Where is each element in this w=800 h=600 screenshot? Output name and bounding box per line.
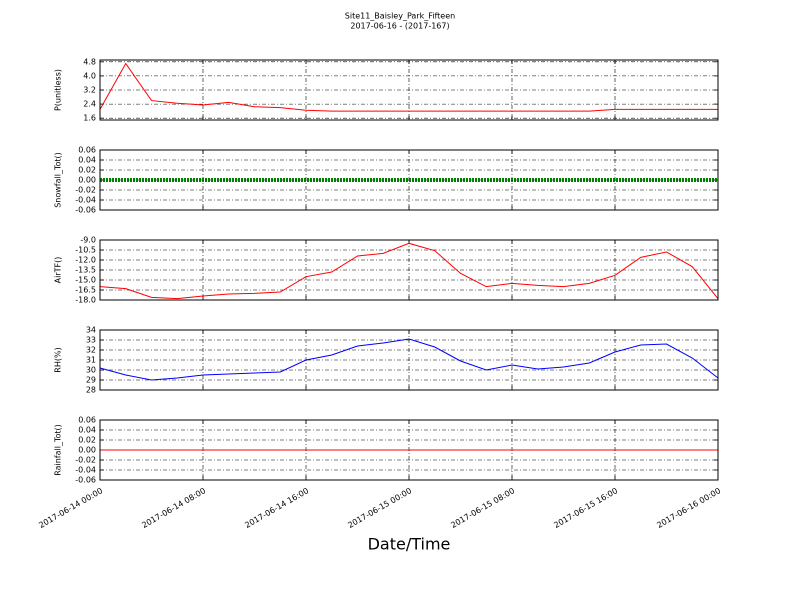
axes-frame bbox=[99, 59, 719, 121]
y-tick-label: 0.06 bbox=[78, 416, 96, 425]
y-tick-label: -13.5 bbox=[75, 266, 96, 275]
y-tick-label: 29 bbox=[86, 376, 96, 385]
y-axis-label: Snowfall_Tot() bbox=[54, 152, 63, 208]
y-tick-label: 31 bbox=[86, 356, 96, 365]
y-tick-label: 1.6 bbox=[83, 114, 96, 123]
axes-frame bbox=[99, 329, 719, 391]
y-tick-label: -0.06 bbox=[75, 206, 96, 215]
y-tick-label: -0.04 bbox=[75, 466, 96, 475]
y-tick-label: 33 bbox=[86, 336, 96, 345]
y-tick-label: -18.0 bbox=[75, 296, 96, 305]
y-tick-label: 3.2 bbox=[83, 86, 96, 95]
y-tick-label: 32 bbox=[86, 346, 96, 355]
y-tick-label: 0.04 bbox=[78, 156, 96, 165]
axes-frame bbox=[99, 149, 719, 211]
y-tick-label: 0.00 bbox=[78, 176, 96, 185]
y-tick-label: 4.0 bbox=[83, 71, 96, 80]
y-tick-label: 0.00 bbox=[78, 446, 96, 455]
y-tick-label: -0.02 bbox=[75, 186, 96, 195]
y-tick-label: 0.04 bbox=[78, 426, 96, 435]
y-tick-label: 34 bbox=[86, 326, 96, 335]
y-tick-label: -0.06 bbox=[75, 476, 96, 485]
y-tick-label: -9.0 bbox=[80, 236, 96, 245]
y-tick-label: 0.02 bbox=[78, 166, 96, 175]
x-tick-label: 2017-06-15 00:00 bbox=[346, 486, 413, 530]
x-tick-label: 2017-06-14 00:00 bbox=[37, 486, 104, 530]
y-tick-label: 2.4 bbox=[83, 100, 96, 109]
title: Site11_Baisley_Park_Fifteen bbox=[345, 12, 455, 21]
y-axis-label: RH(%) bbox=[54, 347, 63, 372]
y-axis-label: P(unitless) bbox=[54, 69, 63, 111]
y-tick-label: -0.04 bbox=[75, 196, 96, 205]
y-tick-label: 28 bbox=[86, 386, 96, 395]
y-axis-label: AirTF() bbox=[54, 257, 63, 284]
series-line bbox=[99, 242, 719, 300]
y-tick-label: -16.5 bbox=[75, 286, 96, 295]
y-axis-label: Rainfall_Tot() bbox=[54, 424, 63, 476]
y-tick-label: -15.0 bbox=[75, 276, 96, 285]
y-tick-label: 0.02 bbox=[78, 436, 96, 445]
y-tick-label: -12.0 bbox=[75, 256, 96, 265]
x-tick-label: 2017-06-16 00:00 bbox=[655, 486, 722, 530]
x-tick-label: 2017-06-14 08:00 bbox=[140, 486, 207, 530]
y-tick-label: -10.5 bbox=[75, 246, 96, 255]
series-line bbox=[99, 338, 719, 381]
subtitle: 2017-06-16 - (2017-167) bbox=[350, 22, 449, 31]
series-line bbox=[99, 62, 718, 112]
x-tick-label: 2017-06-15 16:00 bbox=[552, 486, 619, 530]
axes-frame bbox=[99, 239, 719, 301]
y-tick-label: 0.06 bbox=[78, 146, 96, 155]
x-axis-label: Date/Time bbox=[368, 535, 451, 554]
x-tick-label: 2017-06-15 08:00 bbox=[449, 486, 516, 530]
y-tick-label: -0.02 bbox=[75, 456, 96, 465]
x-tick-label: 2017-06-14 16:00 bbox=[243, 486, 310, 530]
y-tick-label: 30 bbox=[86, 366, 96, 375]
y-tick-label: 4.8 bbox=[83, 57, 96, 66]
axes-frame bbox=[99, 419, 719, 481]
